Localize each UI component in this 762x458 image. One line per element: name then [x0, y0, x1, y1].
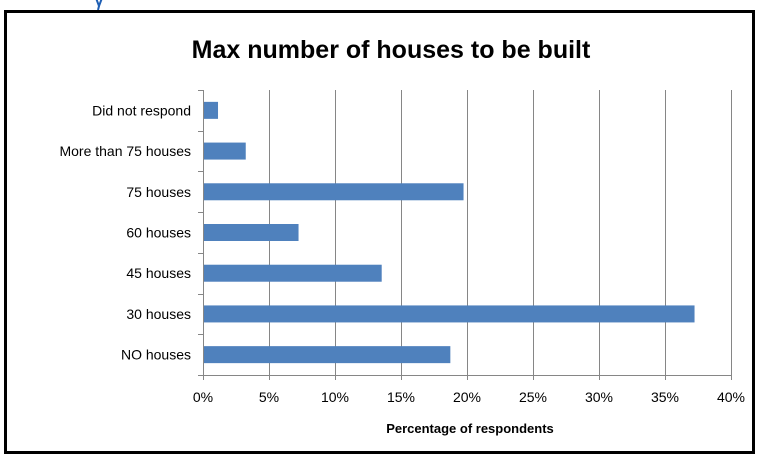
category-label-layer: Did not respond More than 75 houses 75 hou… — [59, 102, 191, 362]
chart: Max number of houses to be built Did not… — [59, 36, 745, 436]
x-tick-label: 0% — [193, 389, 213, 405]
x-tick-label: 30% — [585, 389, 613, 405]
category-label: 75 houses — [126, 184, 191, 200]
cropped-glyph — [95, 0, 103, 9]
category-label: 60 houses — [126, 225, 191, 241]
x-tick-label: 5% — [259, 389, 279, 405]
category-label: More than 75 houses — [59, 143, 191, 159]
x-tick-label: 35% — [651, 389, 679, 405]
grid-layer — [269, 90, 732, 375]
x-axis-title: Percentage of respondents — [386, 421, 554, 436]
cropped-heading-fragment — [95, 0, 103, 10]
bar — [203, 142, 246, 160]
x-tick-label: 25% — [519, 389, 547, 405]
axis-layer — [198, 90, 732, 380]
bar — [203, 183, 464, 201]
bar — [203, 224, 299, 241]
bar — [203, 264, 382, 282]
tick-label-layer: 0% 5% 10% 15% 20% 25% 30% 35% 40% — [193, 389, 745, 405]
chart-title: Max number of houses to be built — [192, 36, 591, 64]
x-tick-label: 40% — [717, 389, 745, 405]
category-label: 30 houses — [126, 306, 191, 322]
cropped-glyph — [97, 5, 100, 10]
bar — [203, 101, 219, 119]
bar-layer — [203, 101, 695, 364]
category-label: NO houses — [121, 347, 191, 363]
bar — [203, 305, 695, 323]
x-tick-label: 15% — [387, 389, 415, 405]
x-tick-label: 20% — [453, 389, 481, 405]
bar — [203, 346, 451, 364]
chart-frame: Max number of houses to be built Did not… — [4, 10, 755, 454]
category-label: 45 houses — [126, 265, 191, 281]
x-tick-label: 10% — [321, 389, 349, 405]
category-label: Did not respond — [92, 102, 191, 118]
